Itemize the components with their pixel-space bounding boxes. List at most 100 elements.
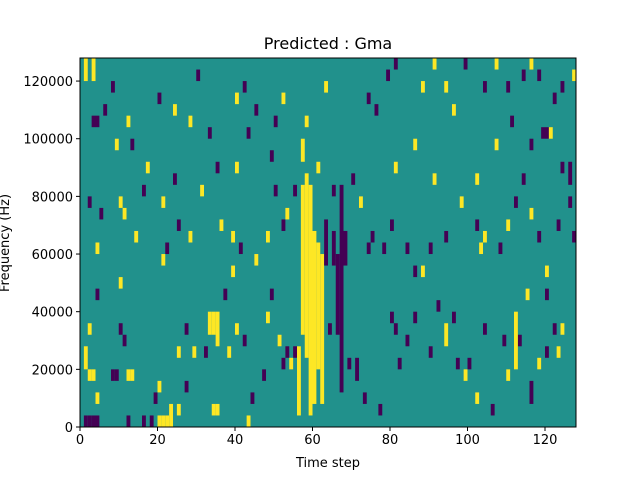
heatmap-cell	[273, 115, 278, 128]
y-axis: 0 20000 40000 60000 80000 100000 120000	[23, 75, 80, 436]
y-tick-label: 20000	[32, 363, 73, 378]
plot-area	[79, 57, 577, 428]
heatmap-cell	[114, 138, 119, 151]
heatmap-cell	[196, 69, 201, 82]
heatmap-cell	[444, 81, 449, 93]
heatmap-cell	[285, 207, 290, 220]
heatmap-cell	[114, 369, 119, 381]
heatmap-cell	[556, 346, 561, 358]
heatmap-cell	[432, 173, 437, 185]
heatmap-cell	[475, 173, 480, 185]
heatmap-cell	[184, 323, 189, 335]
heatmap-cell	[494, 58, 499, 70]
heatmap-cell	[188, 115, 193, 128]
heatmap-cell	[87, 369, 92, 381]
heatmap-cell	[529, 207, 534, 220]
heatmap-cell	[157, 380, 162, 393]
heatmap-cell	[207, 311, 212, 335]
heatmap-cell	[390, 311, 394, 324]
heatmap-cell	[169, 403, 174, 427]
x-tick-label: 0	[76, 433, 84, 448]
heatmap-cell	[308, 184, 313, 416]
heatmap-cell	[153, 392, 158, 404]
heatmap-cell	[331, 184, 336, 197]
heatmap-cell	[436, 300, 441, 312]
plot-frame	[79, 57, 577, 428]
heatmap-cell	[316, 161, 321, 174]
heatmap-cell	[560, 81, 565, 93]
heatmap-cell	[269, 150, 274, 162]
heatmap-cell	[192, 346, 197, 358]
heatmap-cell	[490, 403, 495, 416]
heatmap-cell	[157, 415, 162, 427]
heatmap-cell	[483, 81, 487, 93]
heatmap-cell	[238, 242, 243, 255]
heatmap-cell	[161, 254, 166, 266]
heatmap-cell	[370, 230, 375, 243]
heatmap-cell	[118, 277, 123, 289]
heatmap-cell	[184, 380, 189, 393]
heatmap-cell	[242, 81, 247, 93]
heatmap-cell	[269, 288, 274, 301]
heatmap-cell	[246, 127, 251, 139]
heatmap-cell	[393, 323, 398, 335]
heatmap-cell	[560, 161, 565, 174]
heatmap-cell	[83, 346, 88, 370]
heatmap-cell	[281, 92, 286, 105]
heatmap-cell	[463, 369, 468, 381]
heatmap-cell	[297, 346, 301, 416]
heatmap-cell	[231, 230, 236, 243]
y-tick-label: 60000	[32, 248, 73, 263]
heatmap-cell	[506, 81, 511, 93]
x-tick-label: 120	[533, 433, 558, 448]
heatmap-cell	[382, 242, 387, 255]
heatmap-cell	[467, 357, 472, 370]
heatmap-cell	[421, 81, 425, 93]
heatmap-cell	[130, 138, 135, 151]
heatmap-cell	[397, 357, 402, 370]
heatmap-cell	[494, 138, 499, 151]
heatmap-cell	[142, 415, 146, 427]
heatmap-cell	[87, 415, 92, 427]
heatmap-cell	[529, 380, 534, 404]
heatmap-cell	[475, 392, 480, 404]
heatmap-cell	[428, 346, 433, 358]
x-tick-label: 20	[149, 433, 166, 448]
heatmap-cell	[246, 415, 251, 427]
heatmap-cell	[235, 92, 239, 105]
heatmap-cell	[378, 403, 383, 416]
x-tick-label: 80	[382, 433, 399, 448]
heatmap-cell	[479, 242, 484, 255]
heatmap-cell	[91, 115, 96, 128]
heatmap-cell	[215, 311, 220, 347]
heatmap-cell	[285, 346, 290, 358]
heatmap-cell	[176, 403, 181, 416]
heatmap-cell	[552, 323, 557, 335]
heatmap-cell	[405, 242, 410, 255]
heatmap-cell	[359, 196, 363, 208]
heatmap-cell	[118, 196, 123, 208]
heatmap-cell	[537, 69, 542, 82]
heatmap-cell	[277, 334, 282, 347]
heatmap-cell	[293, 346, 298, 358]
heatmap-cell	[215, 161, 220, 174]
heatmap-cell	[459, 196, 464, 208]
heatmap-cell	[95, 415, 100, 427]
heatmap-cell	[103, 104, 108, 116]
heatmap-cell	[161, 415, 166, 427]
heatmap-cell	[541, 127, 546, 139]
heatmap-cell	[568, 161, 573, 185]
x-axis: 0 20 40 60 80 100 120	[76, 427, 558, 448]
heatmap-cell	[87, 323, 92, 335]
heatmap-cell	[355, 357, 360, 381]
heatmap-cell	[331, 230, 336, 266]
y-tick-label: 0	[65, 421, 73, 436]
heatmap-cell	[452, 311, 456, 324]
y-axis-label: Frequency (Hz)	[0, 194, 13, 292]
heatmap-cell	[548, 127, 553, 139]
heatmap-cells	[83, 58, 577, 427]
heatmap-cell	[452, 104, 456, 116]
heatmap-cell	[161, 196, 166, 208]
heatmap-cell	[173, 173, 177, 185]
